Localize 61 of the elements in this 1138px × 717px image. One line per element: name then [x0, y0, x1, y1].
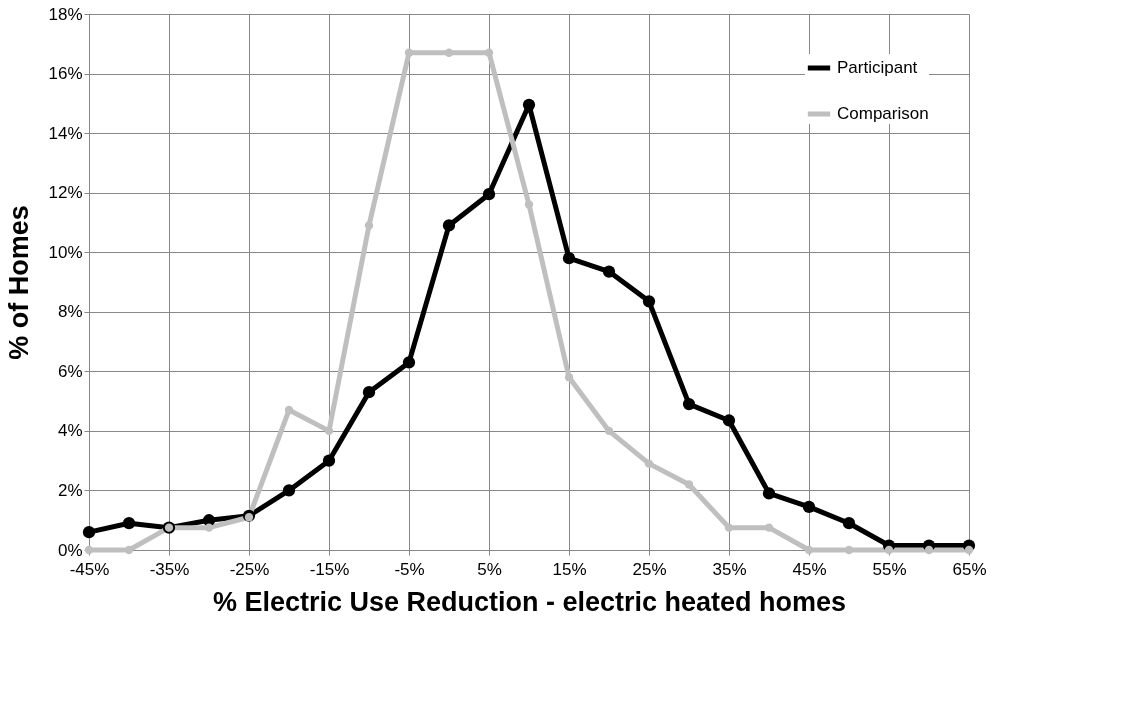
x-tick-label: -15%	[309, 559, 350, 579]
point	[204, 523, 214, 532]
point	[124, 545, 134, 555]
point	[802, 500, 816, 513]
point	[644, 459, 654, 468]
y-tick-label: 4%	[57, 421, 83, 441]
point	[362, 386, 376, 399]
point	[282, 484, 296, 497]
point	[562, 252, 576, 265]
point	[564, 373, 574, 382]
point	[82, 526, 96, 539]
x-tick-label: 65%	[952, 559, 987, 579]
x-tick-label: 15%	[552, 559, 587, 579]
point	[602, 265, 616, 278]
legend-label: Comparison	[837, 104, 929, 123]
x-tick-label: 55%	[872, 559, 907, 579]
point	[322, 454, 336, 467]
y-tick-label: 6%	[57, 361, 83, 381]
point	[444, 48, 454, 57]
point	[84, 545, 94, 555]
x-tick-label: -25%	[229, 559, 270, 579]
y-tick-label: 16%	[48, 64, 83, 84]
point	[722, 414, 736, 427]
x-tick-label: -5%	[394, 559, 425, 579]
y-tick-label: 0%	[57, 540, 83, 560]
x-tick-label: 5%	[477, 559, 502, 579]
point	[844, 545, 854, 555]
y-tick-label: 12%	[48, 183, 83, 203]
point	[284, 405, 294, 415]
point	[244, 513, 254, 522]
point	[724, 523, 734, 532]
legend-label: Participant	[837, 58, 918, 77]
point	[442, 219, 456, 232]
point	[404, 48, 414, 57]
y-tick-label: 18%	[48, 4, 83, 24]
y-tick-label: 10%	[48, 242, 83, 262]
point	[122, 517, 136, 530]
point	[642, 295, 656, 308]
point	[364, 221, 374, 230]
x-tick-label: 25%	[632, 559, 667, 579]
point	[682, 397, 696, 411]
point	[524, 200, 534, 209]
point	[684, 480, 694, 489]
point	[842, 517, 856, 530]
x-axis-title: % Electric Use Reduction - electric heated homes	[212, 586, 847, 617]
point	[604, 426, 614, 436]
y-axis-title: % of Homes	[4, 205, 35, 360]
point	[764, 523, 774, 532]
y-tick-label: 8%	[57, 302, 83, 322]
point	[482, 188, 496, 201]
y-tick-label: 14%	[48, 123, 83, 143]
point	[522, 98, 536, 111]
point	[924, 545, 934, 555]
x-tick-label: -35%	[149, 559, 190, 579]
point	[402, 356, 416, 369]
x-tick-label: 45%	[792, 559, 827, 579]
x-tick-label: 35%	[712, 559, 747, 579]
y-tick-label: 2%	[57, 480, 83, 500]
x-tick-label: -45%	[69, 559, 110, 579]
point	[762, 487, 776, 500]
point	[484, 48, 494, 57]
